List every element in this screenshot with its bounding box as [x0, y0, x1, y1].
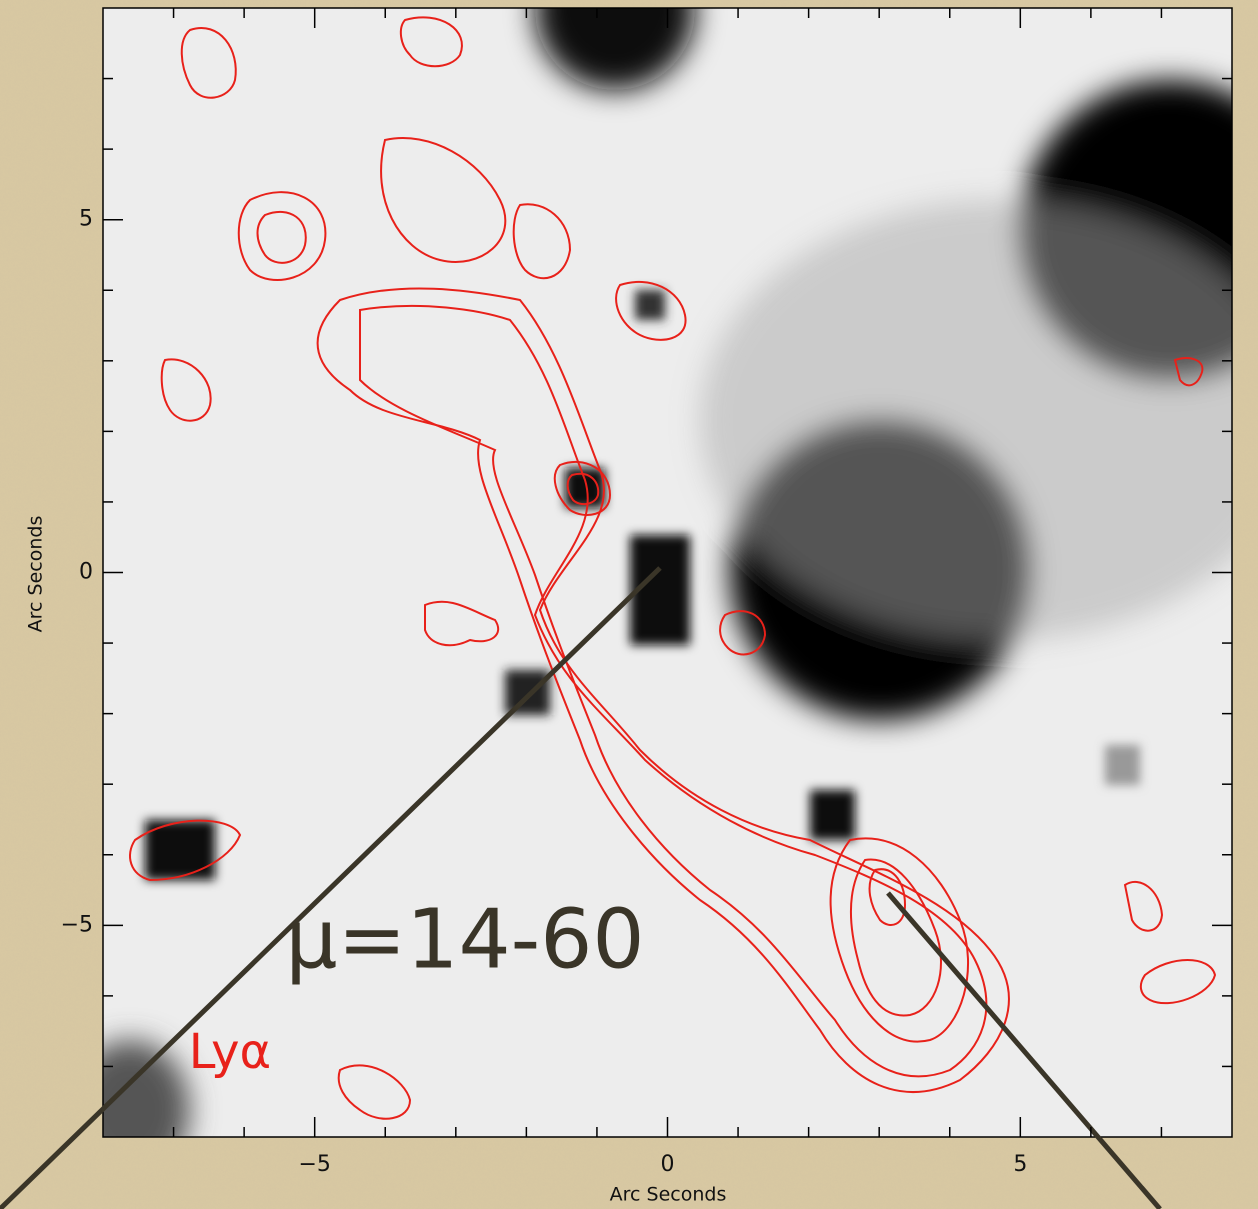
- y-tick-label: 5: [79, 207, 93, 232]
- sky-image: [70, 0, 1258, 1180]
- x-axis-label: Arc Seconds: [610, 1184, 727, 1206]
- x-tick-label: −5: [298, 1152, 330, 1177]
- lya-label: Lyα: [189, 1024, 271, 1080]
- y-tick-label: −5: [61, 912, 93, 937]
- y-axis-label: Arc Seconds: [25, 516, 47, 633]
- x-tick-label: 0: [661, 1152, 675, 1177]
- x-tick-label: 5: [1013, 1152, 1027, 1177]
- y-tick-label: 0: [79, 560, 93, 585]
- chart: μ=14-60 Lyα Arc Seconds Arc Seconds −5 0 5…: [0, 0, 1258, 1209]
- magnification-label: μ=14-60: [285, 892, 644, 987]
